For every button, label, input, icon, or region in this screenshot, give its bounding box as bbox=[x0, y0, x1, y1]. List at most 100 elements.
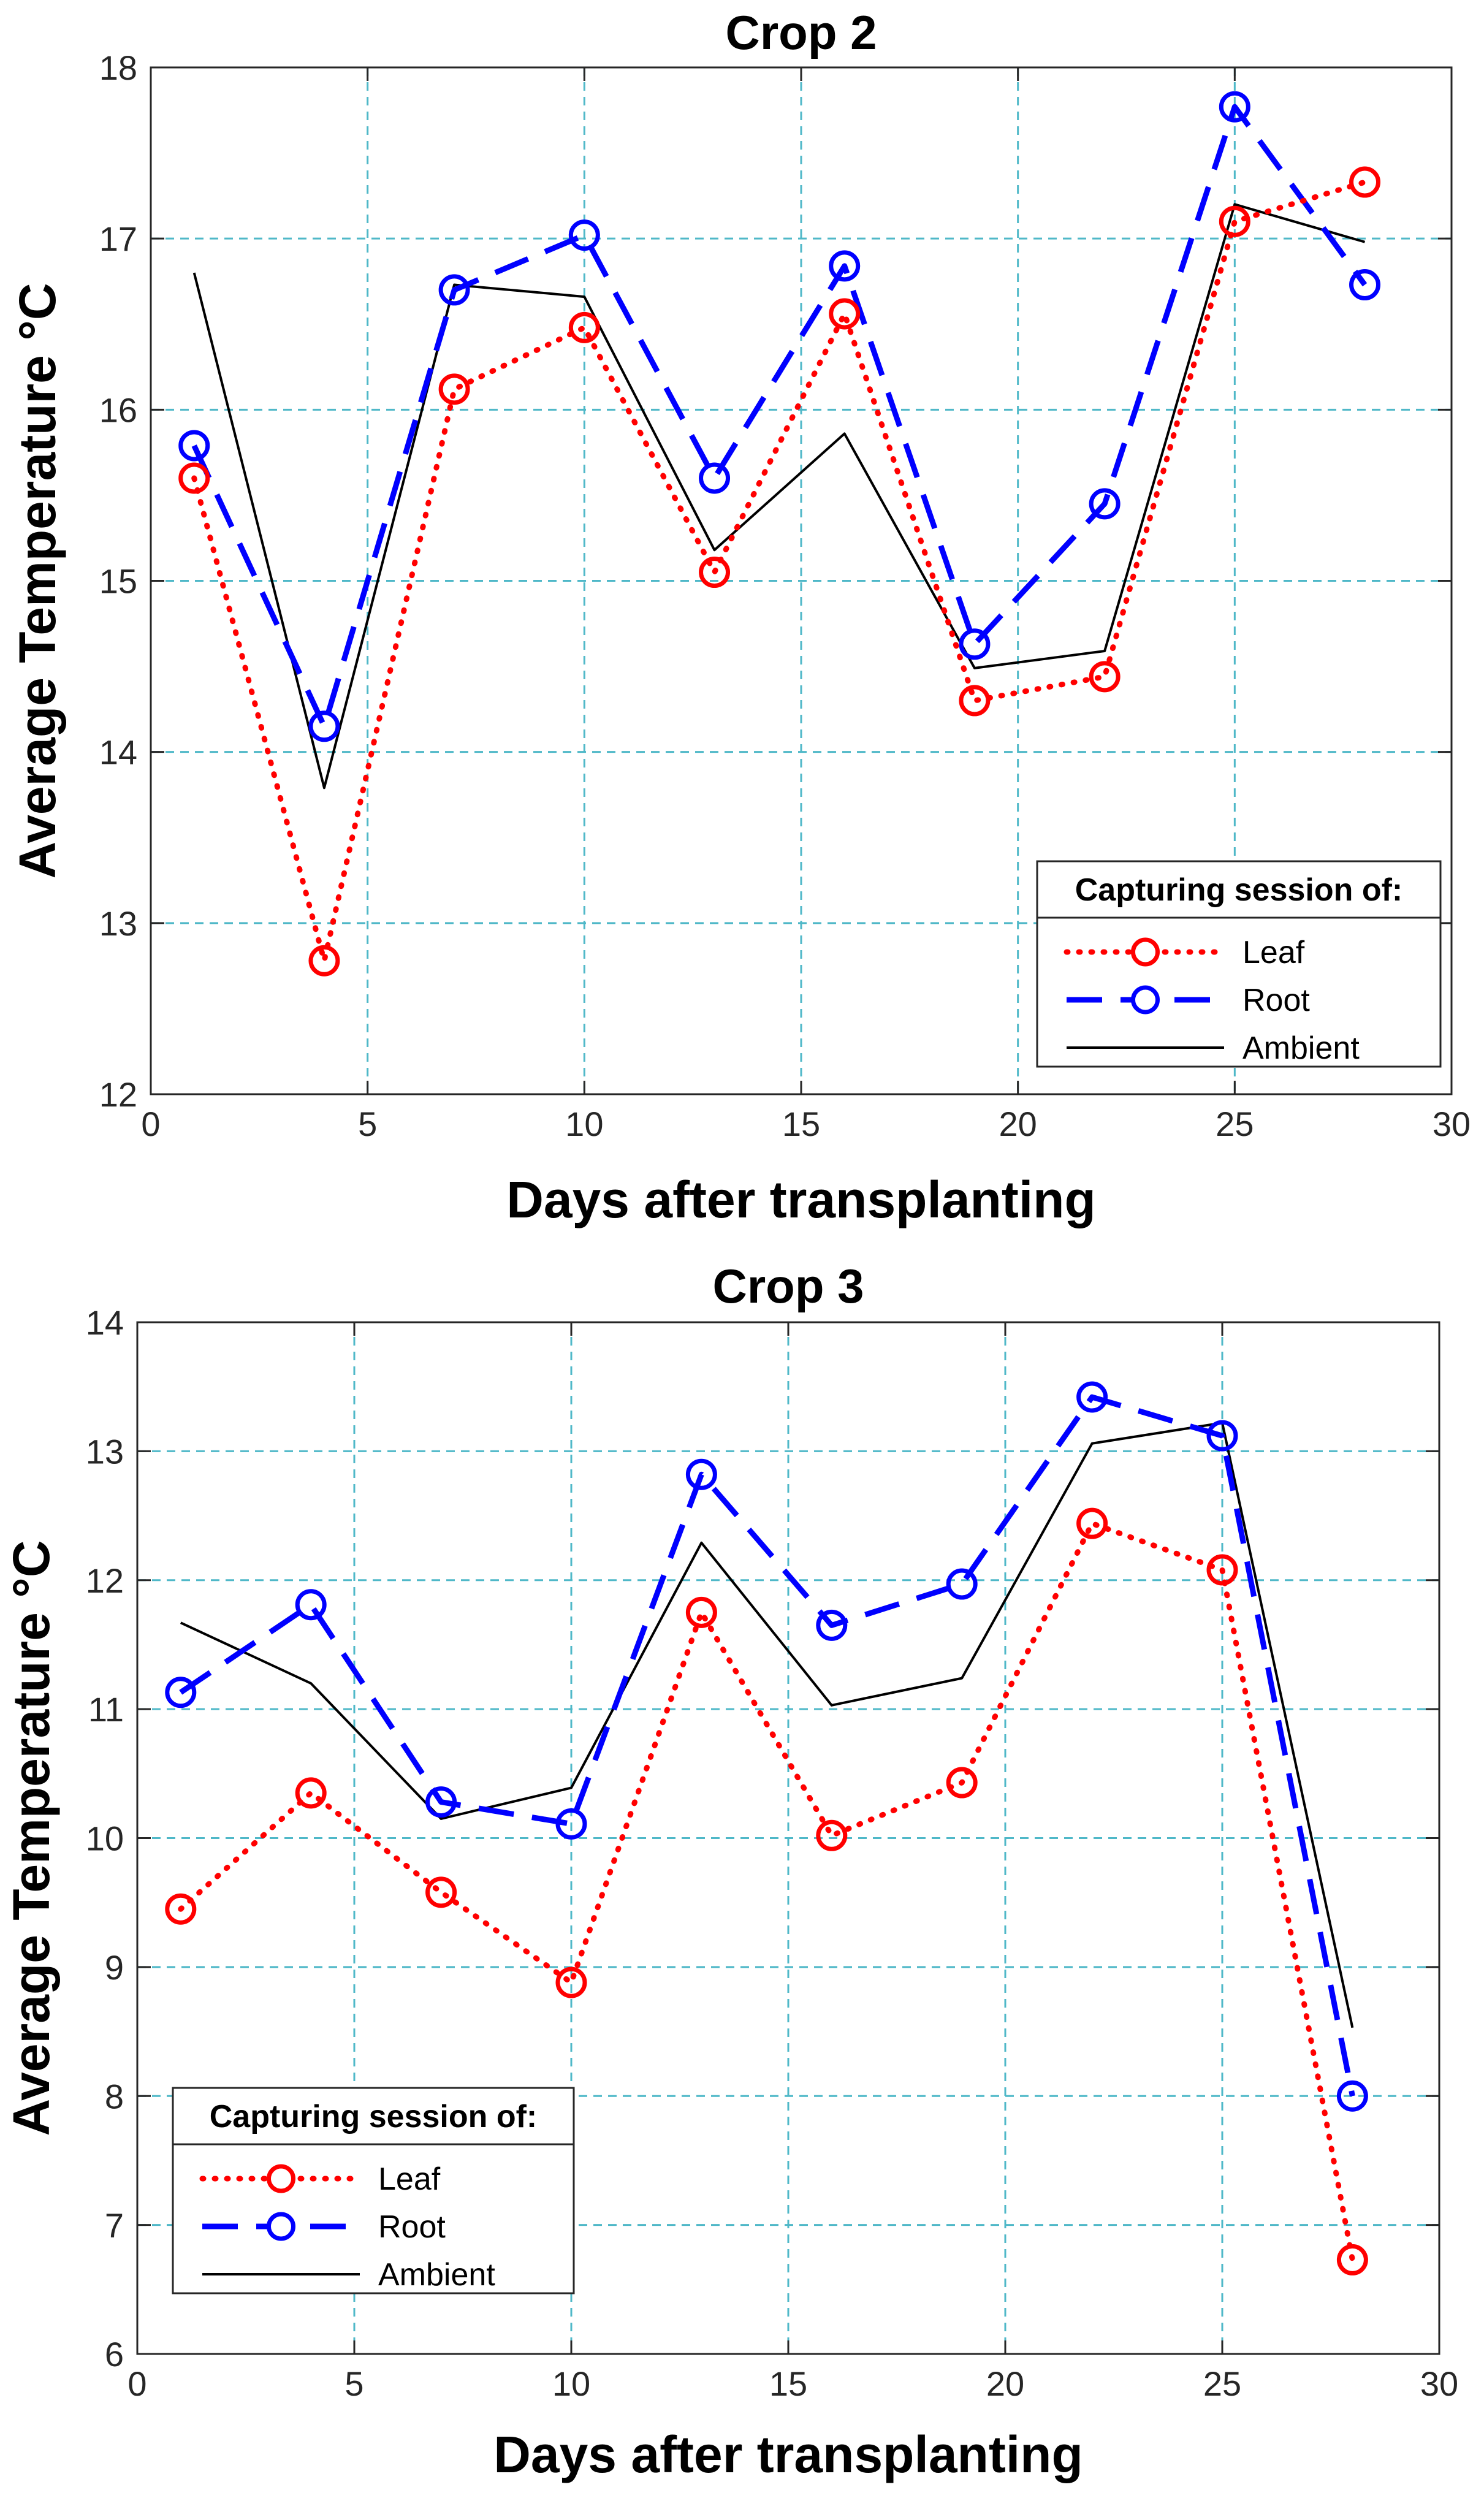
series-line-leaf bbox=[191, 179, 1368, 964]
x-tick-label: 20 bbox=[999, 1105, 1037, 1143]
x-tick-label: 30 bbox=[1420, 2364, 1458, 2403]
y-tick-label: 16 bbox=[99, 390, 137, 429]
data-point-leaf bbox=[829, 298, 861, 330]
legend-box bbox=[1036, 860, 1442, 1068]
data-point-leaf bbox=[1076, 1507, 1108, 1539]
y-axis-label: Average Temperature °C bbox=[9, 283, 66, 879]
legend-label-leaf: Leaf bbox=[1242, 935, 1305, 970]
data-point-leaf bbox=[1089, 661, 1121, 693]
y-tick-label: 12 bbox=[86, 1561, 124, 1600]
x-axis-label: Days after transplanting bbox=[493, 2426, 1083, 2483]
data-point-root bbox=[829, 250, 861, 282]
x-tick-label: 10 bbox=[552, 2364, 590, 2403]
y-tick-label: 8 bbox=[105, 2077, 124, 2115]
data-point-root bbox=[178, 430, 210, 462]
chart-2: 0 5 10 15 20 25 30 6 7 8 9 10 11 12 13 14 Crop 3 Days aft… bbox=[2, 1259, 1458, 2483]
data-point-leaf bbox=[438, 373, 470, 405]
x-tick-label: 30 bbox=[1433, 1105, 1471, 1143]
series-leaf bbox=[165, 1507, 1368, 2275]
y-tick-label: 7 bbox=[105, 2206, 124, 2245]
y-tick-label: 15 bbox=[99, 562, 137, 601]
legend-marker-leaf bbox=[267, 2164, 295, 2193]
legend-label-ambient: Ambient bbox=[378, 2257, 495, 2293]
legend-title: Capturing session of: bbox=[1075, 872, 1402, 908]
legend: Capturing session of: Leaf Root Ambient bbox=[1036, 860, 1442, 1068]
series-line-root bbox=[179, 1394, 1355, 2097]
data-point-leaf bbox=[1336, 2244, 1368, 2275]
x-tick-label: 15 bbox=[782, 1105, 820, 1143]
x-tick-label: 0 bbox=[141, 1105, 160, 1143]
legend-marker-root bbox=[267, 2212, 295, 2241]
data-point-leaf bbox=[685, 1596, 717, 1628]
y-tick-label: 10 bbox=[86, 1819, 124, 1858]
chart-1: 0 5 10 15 20 25 30 12 13 14 15 16 17 18 Crop 2 Days aft… bbox=[9, 6, 1471, 1228]
data-point-leaf bbox=[178, 462, 210, 494]
data-point-leaf bbox=[959, 685, 991, 717]
legend-box bbox=[172, 2087, 575, 2294]
data-point-root bbox=[1349, 269, 1381, 301]
legend-marker-leaf bbox=[1131, 937, 1160, 967]
legend-title: Capturing session of: bbox=[210, 2099, 537, 2134]
x-tick-label: 25 bbox=[1216, 1105, 1254, 1143]
x-tick-label: 5 bbox=[358, 1105, 377, 1143]
legend-label-leaf: Leaf bbox=[378, 2161, 441, 2197]
data-point-root bbox=[425, 1786, 457, 1818]
data-point-leaf bbox=[425, 1876, 457, 1908]
x-tick-label: 20 bbox=[986, 2364, 1024, 2403]
data-point-root bbox=[1336, 2080, 1368, 2112]
data-point-leaf bbox=[946, 1767, 978, 1799]
x-tick-label: 10 bbox=[565, 1105, 603, 1143]
data-point-root bbox=[1089, 488, 1121, 520]
series-line-ambient bbox=[192, 203, 1366, 790]
data-point-leaf bbox=[699, 557, 731, 588]
data-point-root bbox=[1206, 1420, 1238, 1452]
chart-title: Crop 2 bbox=[725, 6, 877, 59]
series-line-leaf bbox=[178, 1520, 1355, 2263]
data-point-root bbox=[568, 219, 600, 251]
data-point-root bbox=[946, 1568, 978, 1600]
y-tick-label: 14 bbox=[99, 733, 137, 772]
y-tick-label: 9 bbox=[105, 1948, 124, 1987]
y-tick-label: 18 bbox=[99, 48, 137, 87]
data-point-root bbox=[165, 1677, 197, 1708]
data-point-root bbox=[816, 1609, 848, 1641]
data-point-leaf bbox=[295, 1777, 327, 1809]
data-point-root bbox=[685, 1458, 717, 1490]
data-point-root bbox=[438, 274, 470, 306]
data-point-leaf bbox=[1219, 205, 1250, 237]
data-point-leaf bbox=[1206, 1554, 1238, 1586]
data-point-leaf bbox=[555, 1967, 587, 1998]
data-point-leaf bbox=[165, 1893, 197, 1925]
data-point-leaf bbox=[308, 945, 340, 977]
y-tick-label: 17 bbox=[99, 219, 137, 258]
data-point-root bbox=[1219, 91, 1250, 123]
legend-label-ambient: Ambient bbox=[1242, 1030, 1360, 1066]
series-ambient bbox=[192, 203, 1366, 790]
x-tick-label: 15 bbox=[769, 2364, 807, 2403]
data-point-root bbox=[699, 462, 731, 494]
series-root bbox=[178, 91, 1381, 742]
data-point-leaf bbox=[568, 311, 600, 343]
legend-label-root: Root bbox=[1242, 983, 1310, 1018]
y-tick-label: 14 bbox=[86, 1303, 124, 1342]
series-leaf bbox=[178, 166, 1381, 977]
series-line-ambient bbox=[180, 1422, 1354, 2028]
x-tick-label: 5 bbox=[344, 2364, 363, 2403]
chart-title: Crop 3 bbox=[712, 1259, 864, 1313]
legend-marker-root bbox=[1131, 985, 1160, 1015]
legend-label-root: Root bbox=[378, 2209, 446, 2245]
data-point-root bbox=[1076, 1381, 1108, 1413]
series-line-root bbox=[191, 104, 1368, 729]
data-point-leaf bbox=[816, 1819, 848, 1851]
series-ambient bbox=[180, 1422, 1354, 2028]
data-point-root bbox=[295, 1589, 327, 1621]
data-point-root bbox=[555, 1808, 587, 1840]
y-axis-label: Average Temperature °C bbox=[2, 1540, 60, 2136]
y-tick-label: 13 bbox=[99, 904, 137, 943]
x-tick-label: 25 bbox=[1203, 2364, 1241, 2403]
x-axis-label: Days after transplanting bbox=[506, 1171, 1096, 1228]
series-root bbox=[165, 1381, 1368, 2112]
y-tick-label: 6 bbox=[105, 2335, 124, 2374]
y-tick-label: 11 bbox=[88, 1690, 124, 1729]
